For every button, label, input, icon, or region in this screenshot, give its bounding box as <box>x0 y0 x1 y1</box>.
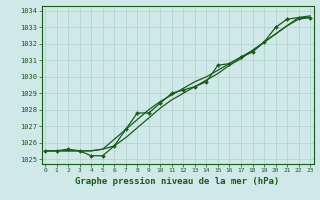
X-axis label: Graphe pression niveau de la mer (hPa): Graphe pression niveau de la mer (hPa) <box>76 177 280 186</box>
